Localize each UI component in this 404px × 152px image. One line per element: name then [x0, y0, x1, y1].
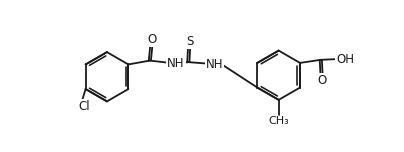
- Text: Cl: Cl: [78, 100, 90, 113]
- Text: O: O: [317, 74, 326, 87]
- Text: CH₃: CH₃: [268, 116, 289, 126]
- Text: O: O: [147, 33, 157, 46]
- Text: NH: NH: [167, 57, 185, 70]
- Text: OH: OH: [337, 53, 354, 66]
- Text: NH: NH: [206, 58, 223, 71]
- Text: S: S: [186, 35, 194, 48]
